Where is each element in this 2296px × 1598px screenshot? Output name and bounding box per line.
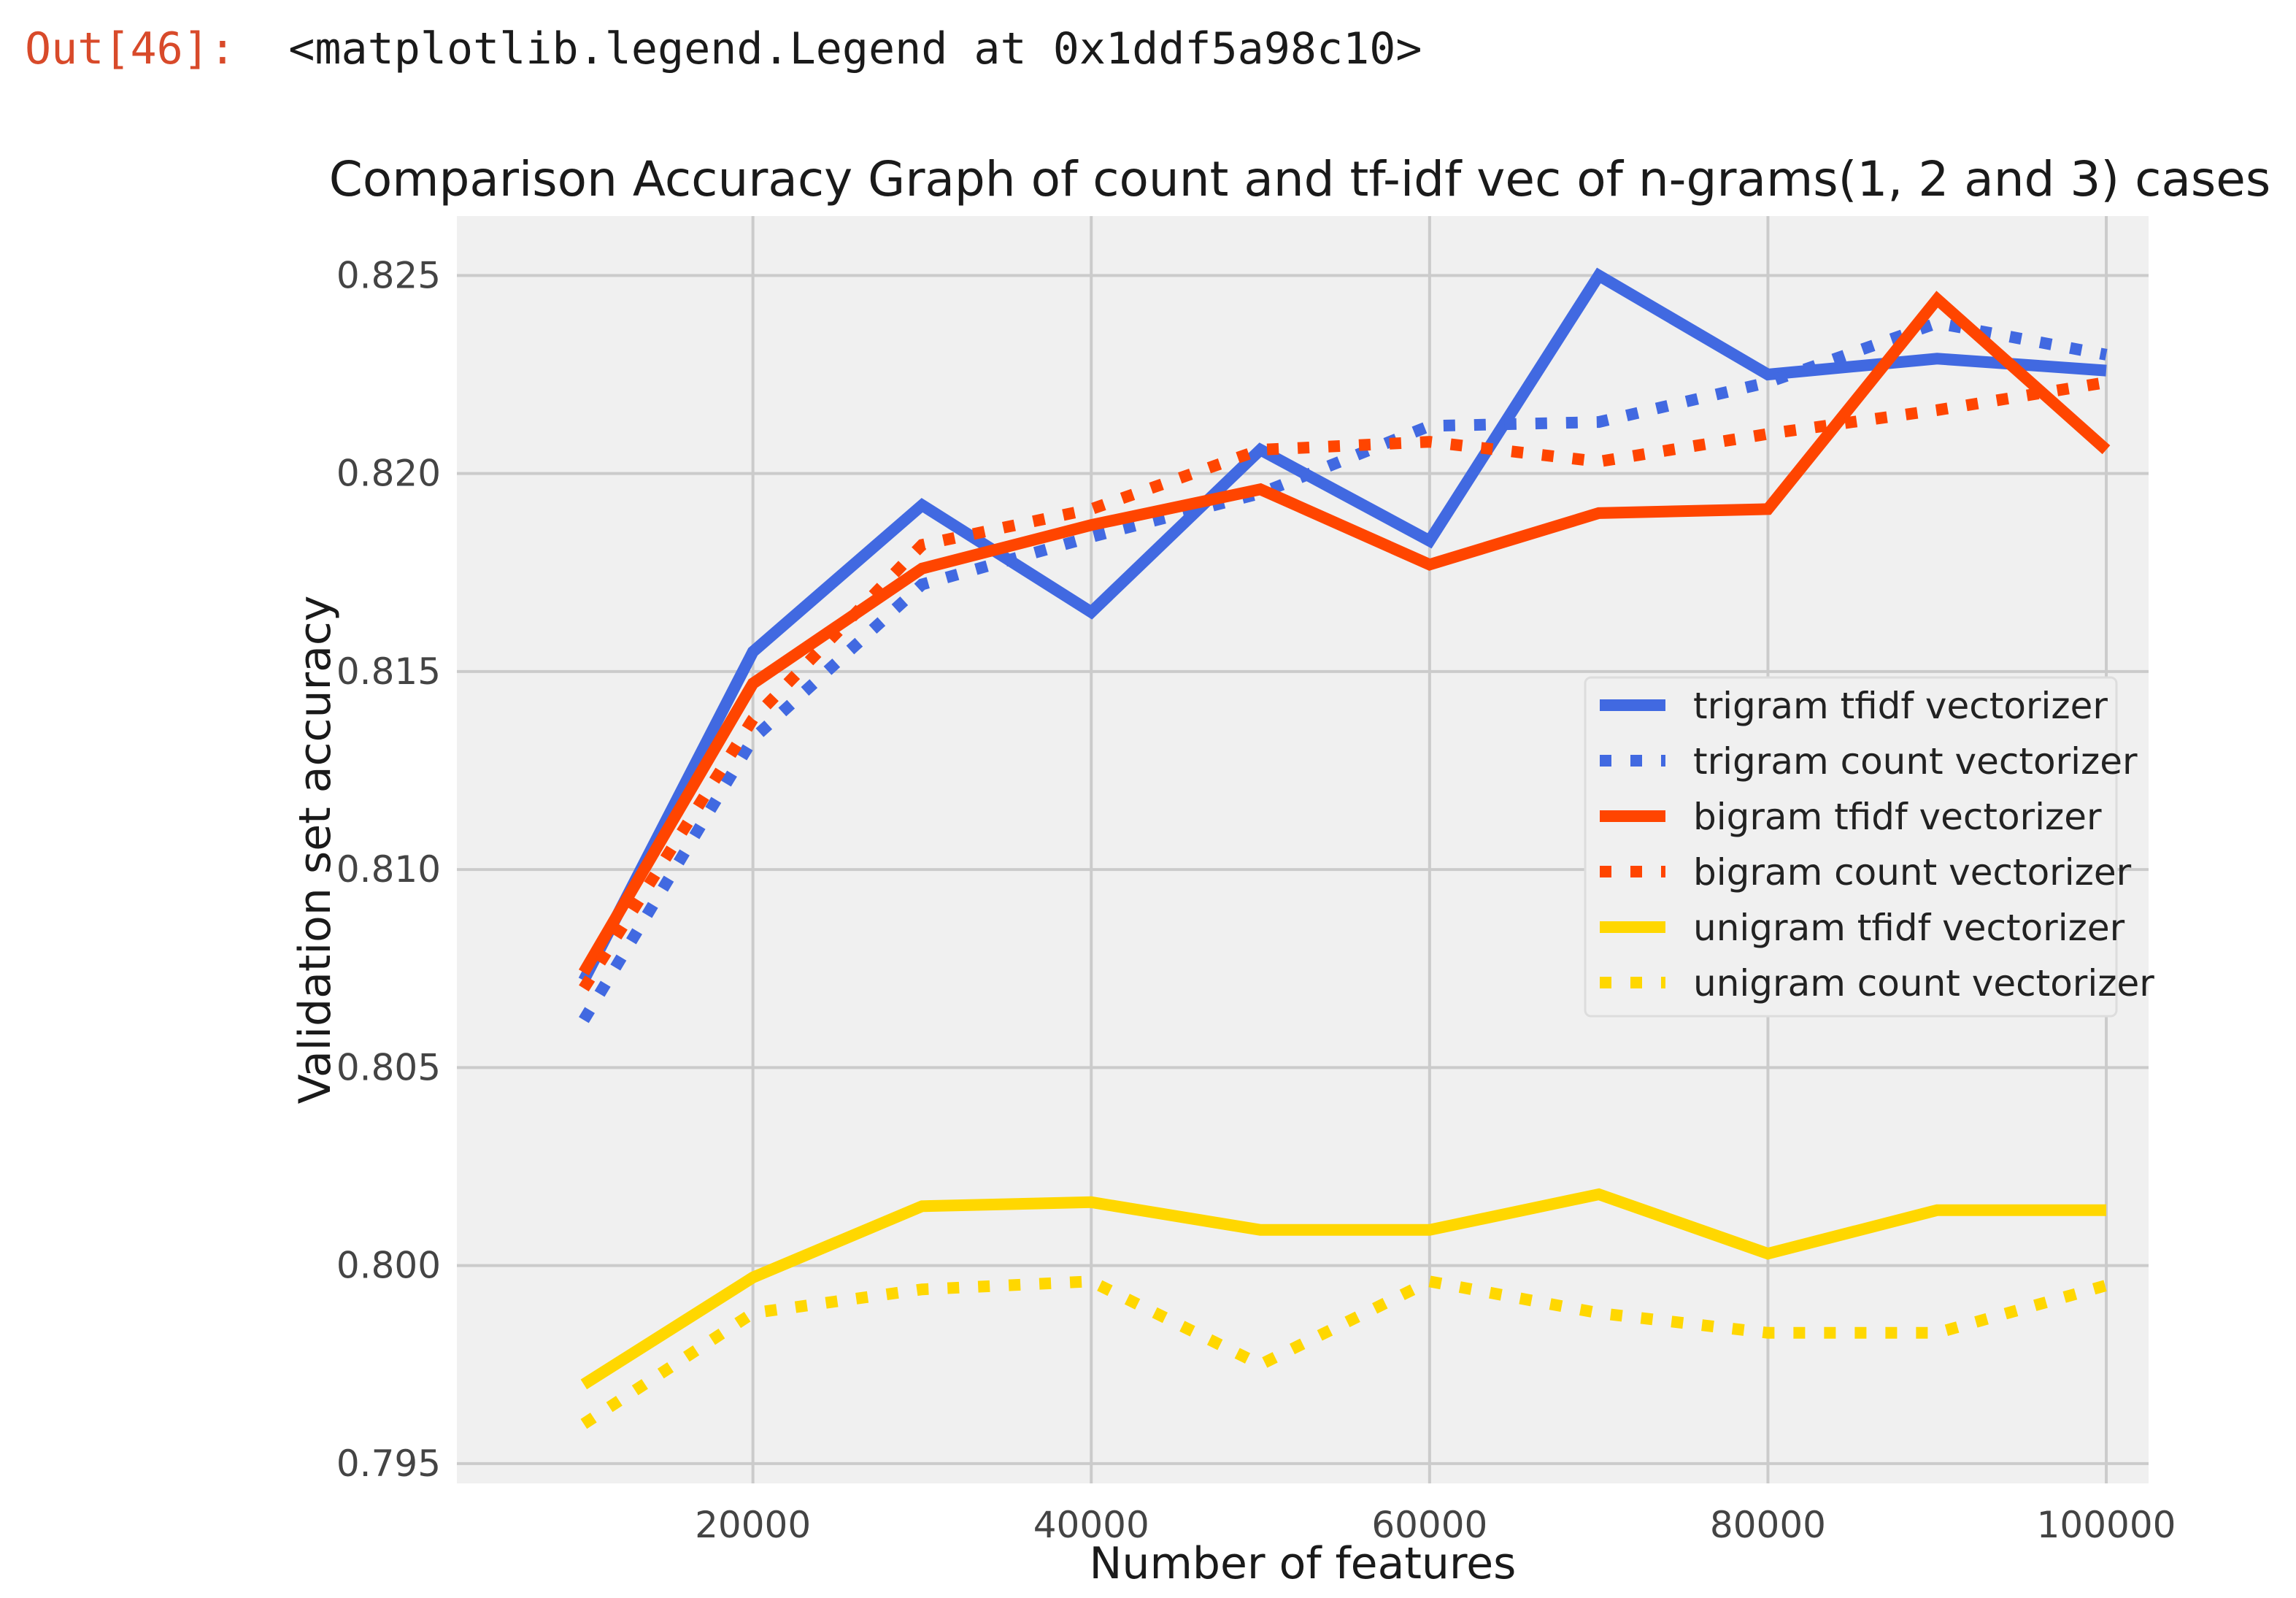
series-line-unigram-tfidf-vectorizer xyxy=(580,1188,2106,1390)
y-tick-label: 0.795 xyxy=(336,1443,441,1485)
y-tick-label: 0.810 xyxy=(336,848,441,891)
x-tick-label: 20000 xyxy=(695,1504,811,1546)
chart-title: Comparison Accuracy Graph of count and t… xyxy=(329,151,2271,207)
output-text: <matplotlib.legend.Legend at 0x1ddf5a98c… xyxy=(288,23,1422,74)
x-tick-labels: 20000 40000 60000 80000 100000 xyxy=(695,1504,2176,1546)
x-tick-label: 80000 xyxy=(1710,1504,1826,1546)
y-tick-label: 0.820 xyxy=(336,453,441,495)
y-tick-label: 0.825 xyxy=(336,254,441,296)
legend-entry-label: trigram count vectorizer xyxy=(1693,740,2138,783)
legend-entry-label: unigram tfidf vectorizer xyxy=(1693,907,2125,949)
x-tick-label: 40000 xyxy=(1033,1504,1149,1546)
y-axis-label: Validation set accuracy xyxy=(290,596,341,1105)
legend-entry-label: trigram tfidf vectorizer xyxy=(1693,685,2108,727)
y-tick-label: 0.800 xyxy=(336,1245,441,1287)
cell-output-line: Out[46]: <matplotlib.legend.Legend at 0x… xyxy=(25,16,1422,82)
legend-entry-label: bigram count vectorizer xyxy=(1693,851,2132,894)
y-tick-label: 0.805 xyxy=(336,1046,441,1088)
series-lines xyxy=(578,267,2111,1429)
legend: trigram tfidf vectorizer trigram count ve… xyxy=(1584,676,2154,1018)
legend-frame xyxy=(1584,676,2118,1018)
legend-entry-label: unigram count vectorizer xyxy=(1693,962,2154,1004)
gridlines xyxy=(457,216,2149,1483)
y-tick-label: 0.815 xyxy=(336,650,441,693)
legend-entry-label: bigram tfidf vectorizer xyxy=(1693,796,2102,838)
series-line-bigram-tfidf-vectorizer xyxy=(578,291,2111,976)
x-axis-label: Number of features xyxy=(1090,1538,1517,1589)
x-tick-label: 60000 xyxy=(1371,1504,1487,1546)
y-tick-labels: 0.795 0.800 0.805 0.810 0.815 0.820 0.825 xyxy=(336,254,441,1485)
series-line-bigram-count-vectorizer xyxy=(579,376,2108,992)
series-line-trigram-tfidf-vectorizer xyxy=(578,267,2107,983)
output-prompt: Out[46]: xyxy=(25,23,236,74)
x-tick-label: 100000 xyxy=(2037,1504,2176,1546)
